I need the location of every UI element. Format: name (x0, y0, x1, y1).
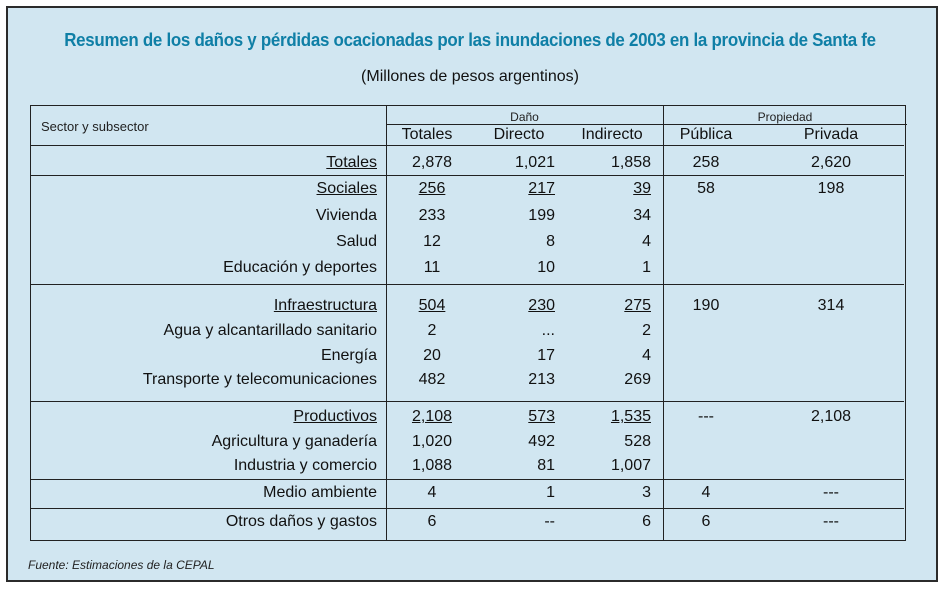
row-divider (31, 401, 904, 402)
row-divider (31, 479, 904, 480)
table-cell: --- (698, 408, 714, 425)
row-label: Medio ambiente (263, 484, 377, 501)
table-cell: 269 (624, 371, 651, 388)
row-label: Agricultura y ganadería (211, 433, 377, 450)
row-label: Agua y alcantarillado sanitario (163, 322, 377, 339)
table-cell: 10 (537, 259, 555, 276)
table-cell: 1,088 (411, 457, 453, 474)
table-cell: 2,878 (411, 154, 453, 171)
column-header: Totales (401, 126, 453, 143)
table-cell: 314 (817, 297, 845, 314)
table-cell: 20 (423, 347, 441, 364)
column-divider (386, 106, 387, 540)
table-cell: 233 (418, 207, 446, 224)
table-cell: -- (544, 513, 555, 530)
table-cell: 12 (423, 233, 441, 250)
row-label: Vivienda (315, 207, 377, 224)
table-cell: 6 (427, 513, 437, 530)
table-cell: 504 (418, 297, 446, 314)
row-label: Infraestructura (273, 297, 377, 314)
table-cell: 1,858 (610, 154, 651, 171)
table-cell: 2,108 (411, 408, 453, 425)
table-cell: 8 (546, 233, 555, 250)
table-cell: 4 (701, 484, 711, 501)
column-header: Indirecto (581, 126, 643, 143)
row-label: Energía (320, 347, 377, 364)
column-divider (663, 106, 664, 540)
row-label: Sociales (316, 180, 377, 197)
table-cell: 1 (546, 484, 555, 501)
table-cell: 258 (692, 154, 720, 171)
table-cell: 34 (633, 207, 651, 224)
row-label: Educación y deportes (223, 259, 377, 276)
row-label: Transporte y telecomunicaciones (142, 371, 377, 388)
column-header: Pública (679, 126, 733, 143)
source-note: Fuente: Estimaciones de la CEPAL (28, 558, 215, 572)
table-cell: 17 (537, 347, 555, 364)
table-cell: 1,021 (514, 154, 555, 171)
table-cell: --- (823, 513, 839, 530)
row-label: Totales (326, 154, 377, 171)
table-cell: 230 (528, 297, 555, 314)
header-sector: Sector y subsector (41, 119, 149, 134)
table-cell: 11 (423, 259, 441, 276)
table-cell: 1,535 (610, 408, 651, 425)
table-cell: 275 (624, 297, 651, 314)
table-cell: 81 (537, 457, 555, 474)
table-panel: Resumen de los daños y pérdidas ocaciona… (6, 6, 938, 582)
table-cell: 1,007 (610, 457, 651, 474)
table-cell: 190 (692, 297, 720, 314)
table-cell: 4 (642, 347, 651, 364)
row-label: Salud (336, 233, 377, 250)
table-cell: 1,020 (411, 433, 453, 450)
table-cell: 39 (633, 180, 651, 197)
row-divider (31, 284, 904, 285)
table-cell: 1 (642, 259, 651, 276)
page-title: Resumen de los daños y pérdidas ocaciona… (64, 30, 876, 50)
table-cell: 482 (418, 371, 446, 388)
table-cell: 198 (817, 180, 845, 197)
table-cell: 2,620 (810, 154, 852, 171)
table-cell: 199 (528, 207, 555, 224)
row-divider (31, 508, 904, 509)
table-cell: 6 (701, 513, 711, 530)
table-cell: --- (823, 484, 839, 501)
row-label: Productivos (293, 408, 377, 425)
row-label: Industria y comercio (233, 457, 377, 474)
table-cell: 573 (528, 408, 555, 425)
table-cell: 217 (528, 180, 555, 197)
row-divider (31, 175, 904, 176)
table-cell: 4 (427, 484, 437, 501)
data-table: Sector y subsector Daño Propiedad Totale… (30, 105, 907, 541)
table-cell: 256 (418, 180, 446, 197)
header-dano: Daño (510, 110, 539, 124)
table-cell: 58 (697, 180, 715, 197)
table-cell: 4 (642, 233, 651, 250)
table-cell: 2 (427, 322, 437, 339)
table-cell: 2,108 (810, 408, 852, 425)
column-header: Privada (803, 126, 859, 143)
table-cell: ... (541, 322, 555, 339)
header-divider (386, 124, 907, 125)
row-divider (31, 145, 904, 146)
page-subtitle: (Millones de pesos argentinos) (361, 68, 579, 85)
column-header: Directo (493, 126, 545, 143)
row-label: Otros daños y gastos (225, 513, 377, 530)
header-propiedad: Propiedad (757, 110, 813, 124)
table-cell: 3 (642, 484, 651, 501)
table-cell: 2 (642, 322, 651, 339)
table-cell: 213 (528, 371, 555, 388)
table-cell: 528 (624, 433, 651, 450)
table-cell: 6 (642, 513, 651, 530)
table-cell: 492 (528, 433, 555, 450)
